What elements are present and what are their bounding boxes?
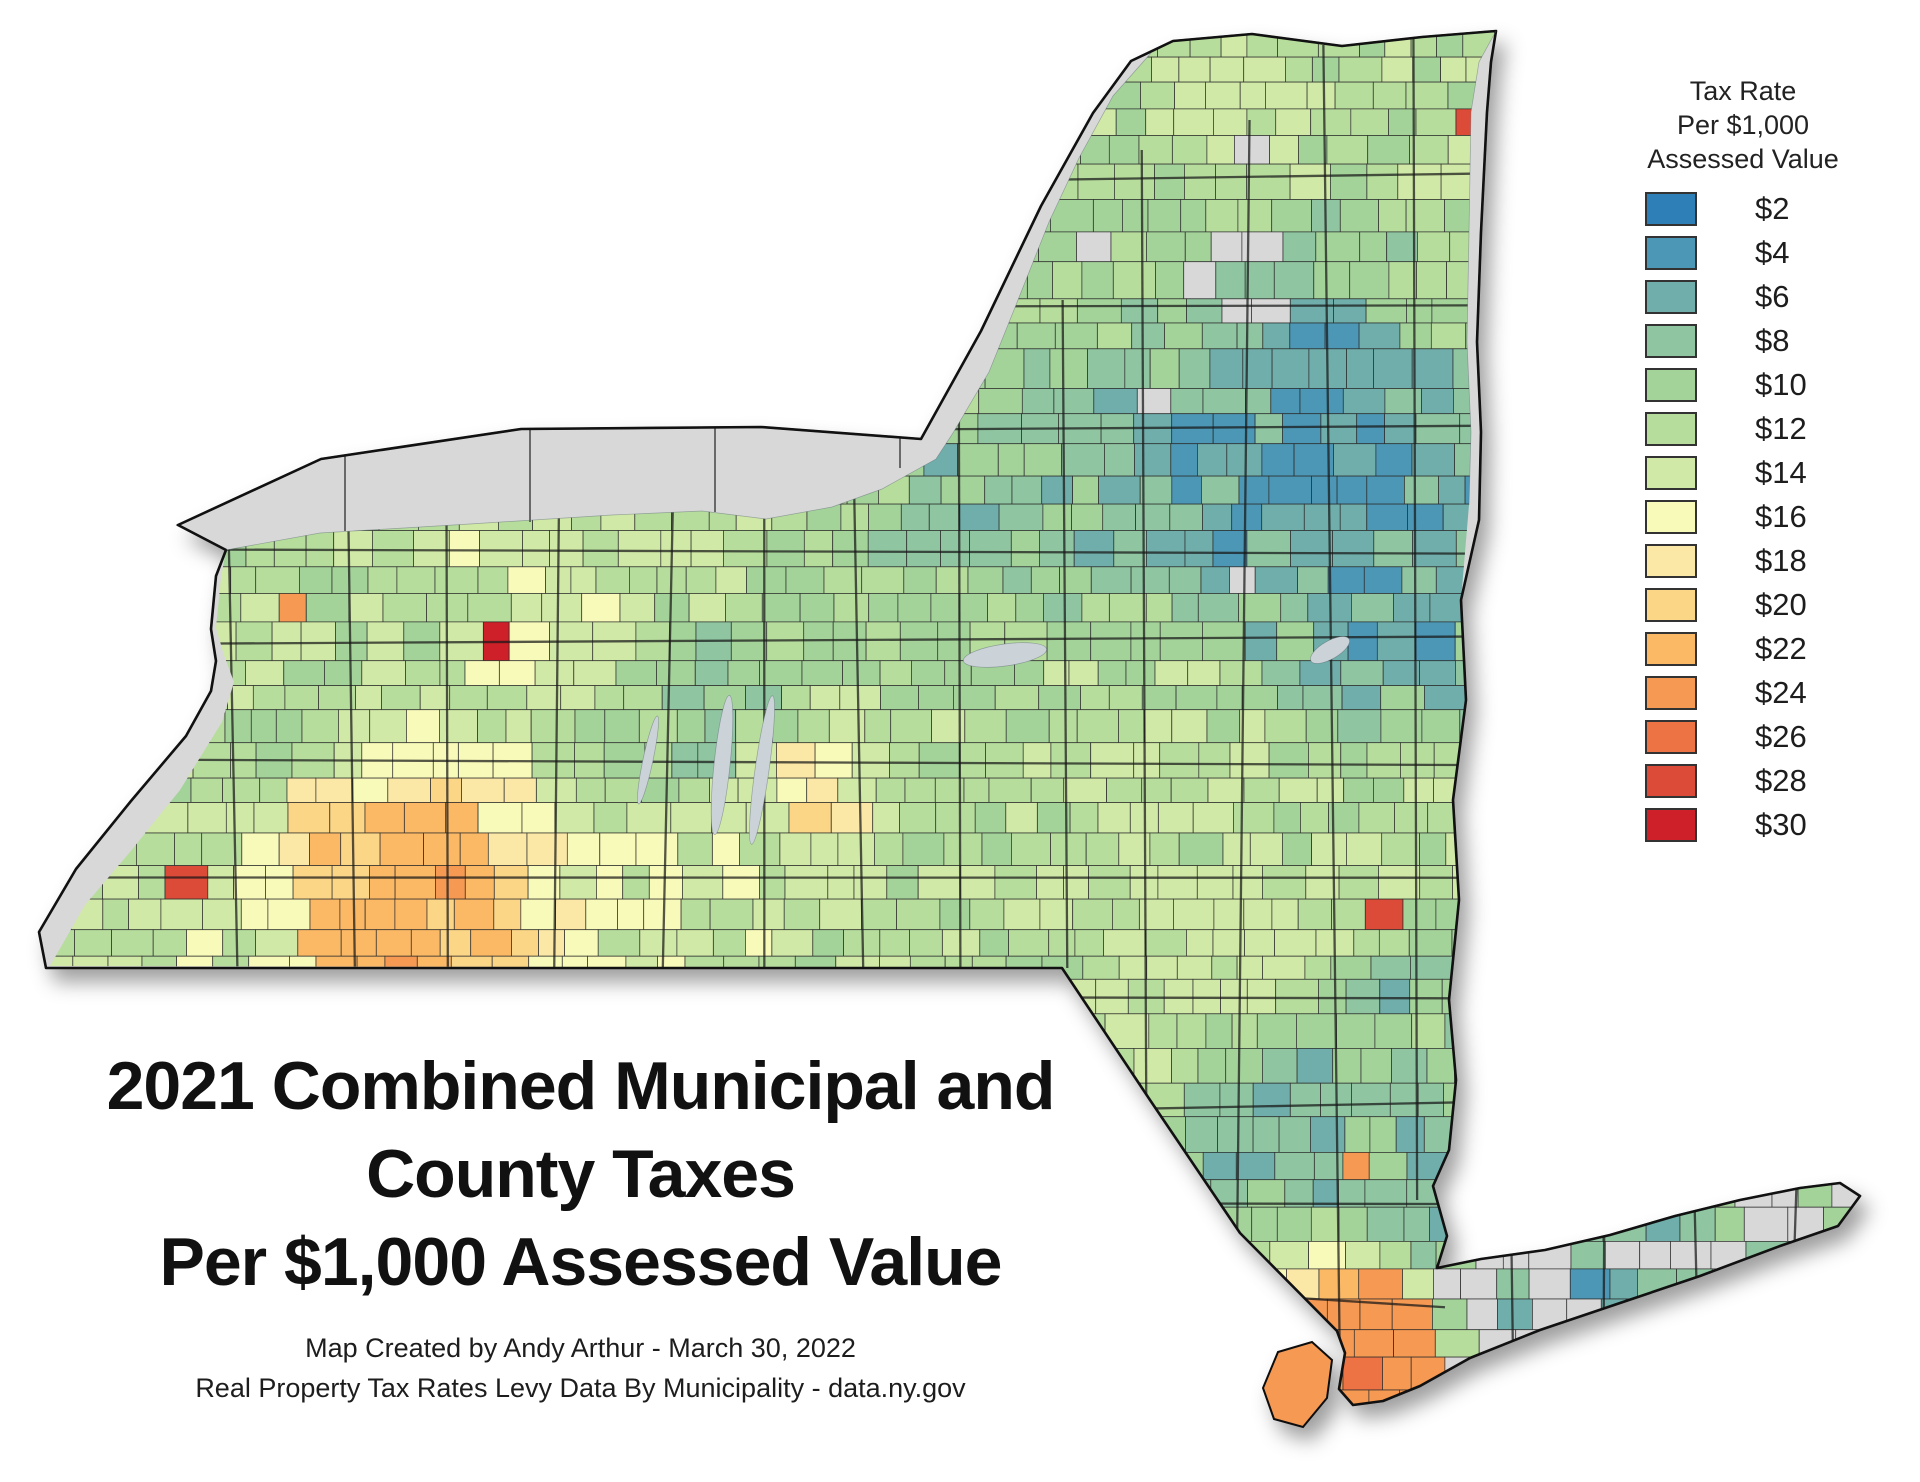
legend-color-swatch bbox=[1645, 499, 1697, 534]
legend-value-label: $4 bbox=[1755, 234, 1790, 270]
legend: Tax Rate Per $1,000 Assessed Value $2 $4… bbox=[1593, 74, 1893, 850]
legend-item: $28 bbox=[1593, 762, 1893, 799]
legend-item: $26 bbox=[1593, 718, 1893, 755]
legend-item: $8 bbox=[1593, 322, 1893, 359]
staten-island bbox=[1261, 1340, 1334, 1429]
map-title-line-2: County Taxes bbox=[366, 1136, 796, 1212]
legend-color-swatch bbox=[1645, 763, 1697, 798]
oneida-lake bbox=[963, 642, 1047, 668]
legend-item: $16 bbox=[1593, 498, 1893, 535]
legend-value-label: $26 bbox=[1755, 718, 1807, 754]
legend-value-label: $8 bbox=[1755, 322, 1790, 358]
legend-color-swatch bbox=[1645, 323, 1697, 358]
legend-value-label: $12 bbox=[1755, 410, 1807, 446]
legend-value-label: $14 bbox=[1755, 454, 1807, 490]
map-title-line-3: Per $1,000 Assessed Value bbox=[159, 1224, 1003, 1300]
great-sacandaga-lake bbox=[1310, 636, 1350, 664]
legend-color-swatch bbox=[1645, 587, 1697, 622]
attribution-author-date: Map Created by Andy Arthur - March 30, 2… bbox=[305, 1333, 856, 1363]
legend-item: $22 bbox=[1593, 630, 1893, 667]
legend-color-swatch bbox=[1645, 455, 1697, 490]
legend-value-label: $20 bbox=[1755, 586, 1807, 622]
legend-color-swatch bbox=[1645, 807, 1697, 842]
legend-color-swatch bbox=[1645, 191, 1697, 226]
canandaigua-lake bbox=[637, 715, 659, 805]
legend-value-label: $28 bbox=[1755, 762, 1807, 798]
legend-value-label: $30 bbox=[1755, 806, 1807, 842]
land-coast-outline bbox=[225, 30, 1497, 551]
map-title-block: 2021 Combined Municipal and County Taxes… bbox=[58, 1042, 1103, 1408]
map-title-line-1: 2021 Combined Municipal and bbox=[106, 1048, 1056, 1124]
lake-boundary-extensions bbox=[344, 428, 901, 531]
legend-item: $10 bbox=[1593, 366, 1893, 403]
legend-color-swatch bbox=[1645, 631, 1697, 666]
legend-title-line-1: Tax Rate bbox=[1689, 76, 1797, 106]
legend-item: $24 bbox=[1593, 674, 1893, 711]
legend-value-label: $16 bbox=[1755, 498, 1807, 534]
legend-item: $6 bbox=[1593, 278, 1893, 315]
inner-lakes bbox=[637, 636, 1350, 845]
legend-color-swatch bbox=[1645, 675, 1697, 710]
legend-title-line-2: Per $1,000 bbox=[1676, 110, 1810, 140]
attribution-data-source: Real Property Tax Rates Levy Data By Mun… bbox=[195, 1373, 966, 1403]
seneca-lake bbox=[710, 695, 734, 835]
legend-value-label: $10 bbox=[1755, 366, 1807, 402]
legend-value-label: $2 bbox=[1755, 190, 1790, 226]
legend-item: $30 bbox=[1593, 806, 1893, 843]
legend-value-label: $24 bbox=[1755, 674, 1807, 710]
map-attribution: Map Created by Andy Arthur - March 30, 2… bbox=[58, 1328, 1103, 1408]
legend-item: $20 bbox=[1593, 586, 1893, 623]
legend-value-label: $22 bbox=[1755, 630, 1807, 666]
legend-color-swatch bbox=[1645, 235, 1697, 270]
legend-value-label: $18 bbox=[1755, 542, 1807, 578]
cayuga-lake bbox=[749, 695, 775, 845]
legend-value-label: $6 bbox=[1755, 278, 1790, 314]
legend-color-swatch bbox=[1645, 367, 1697, 402]
legend-item: $18 bbox=[1593, 542, 1893, 579]
legend-item: $12 bbox=[1593, 410, 1893, 447]
legend-item: $4 bbox=[1593, 234, 1893, 271]
legend-item: $14 bbox=[1593, 454, 1893, 491]
legend-title-line-3: Assessed Value bbox=[1647, 144, 1839, 174]
legend-color-swatch bbox=[1645, 543, 1697, 578]
legend-color-swatch bbox=[1645, 279, 1697, 314]
legend-color-swatch bbox=[1645, 719, 1697, 754]
legend-items: $2 $4 $6 $8 $10 $12 bbox=[1593, 190, 1893, 843]
legend-item: $2 bbox=[1593, 190, 1893, 227]
state-outline bbox=[37, 29, 1862, 1407]
legend-color-swatch bbox=[1645, 411, 1697, 446]
